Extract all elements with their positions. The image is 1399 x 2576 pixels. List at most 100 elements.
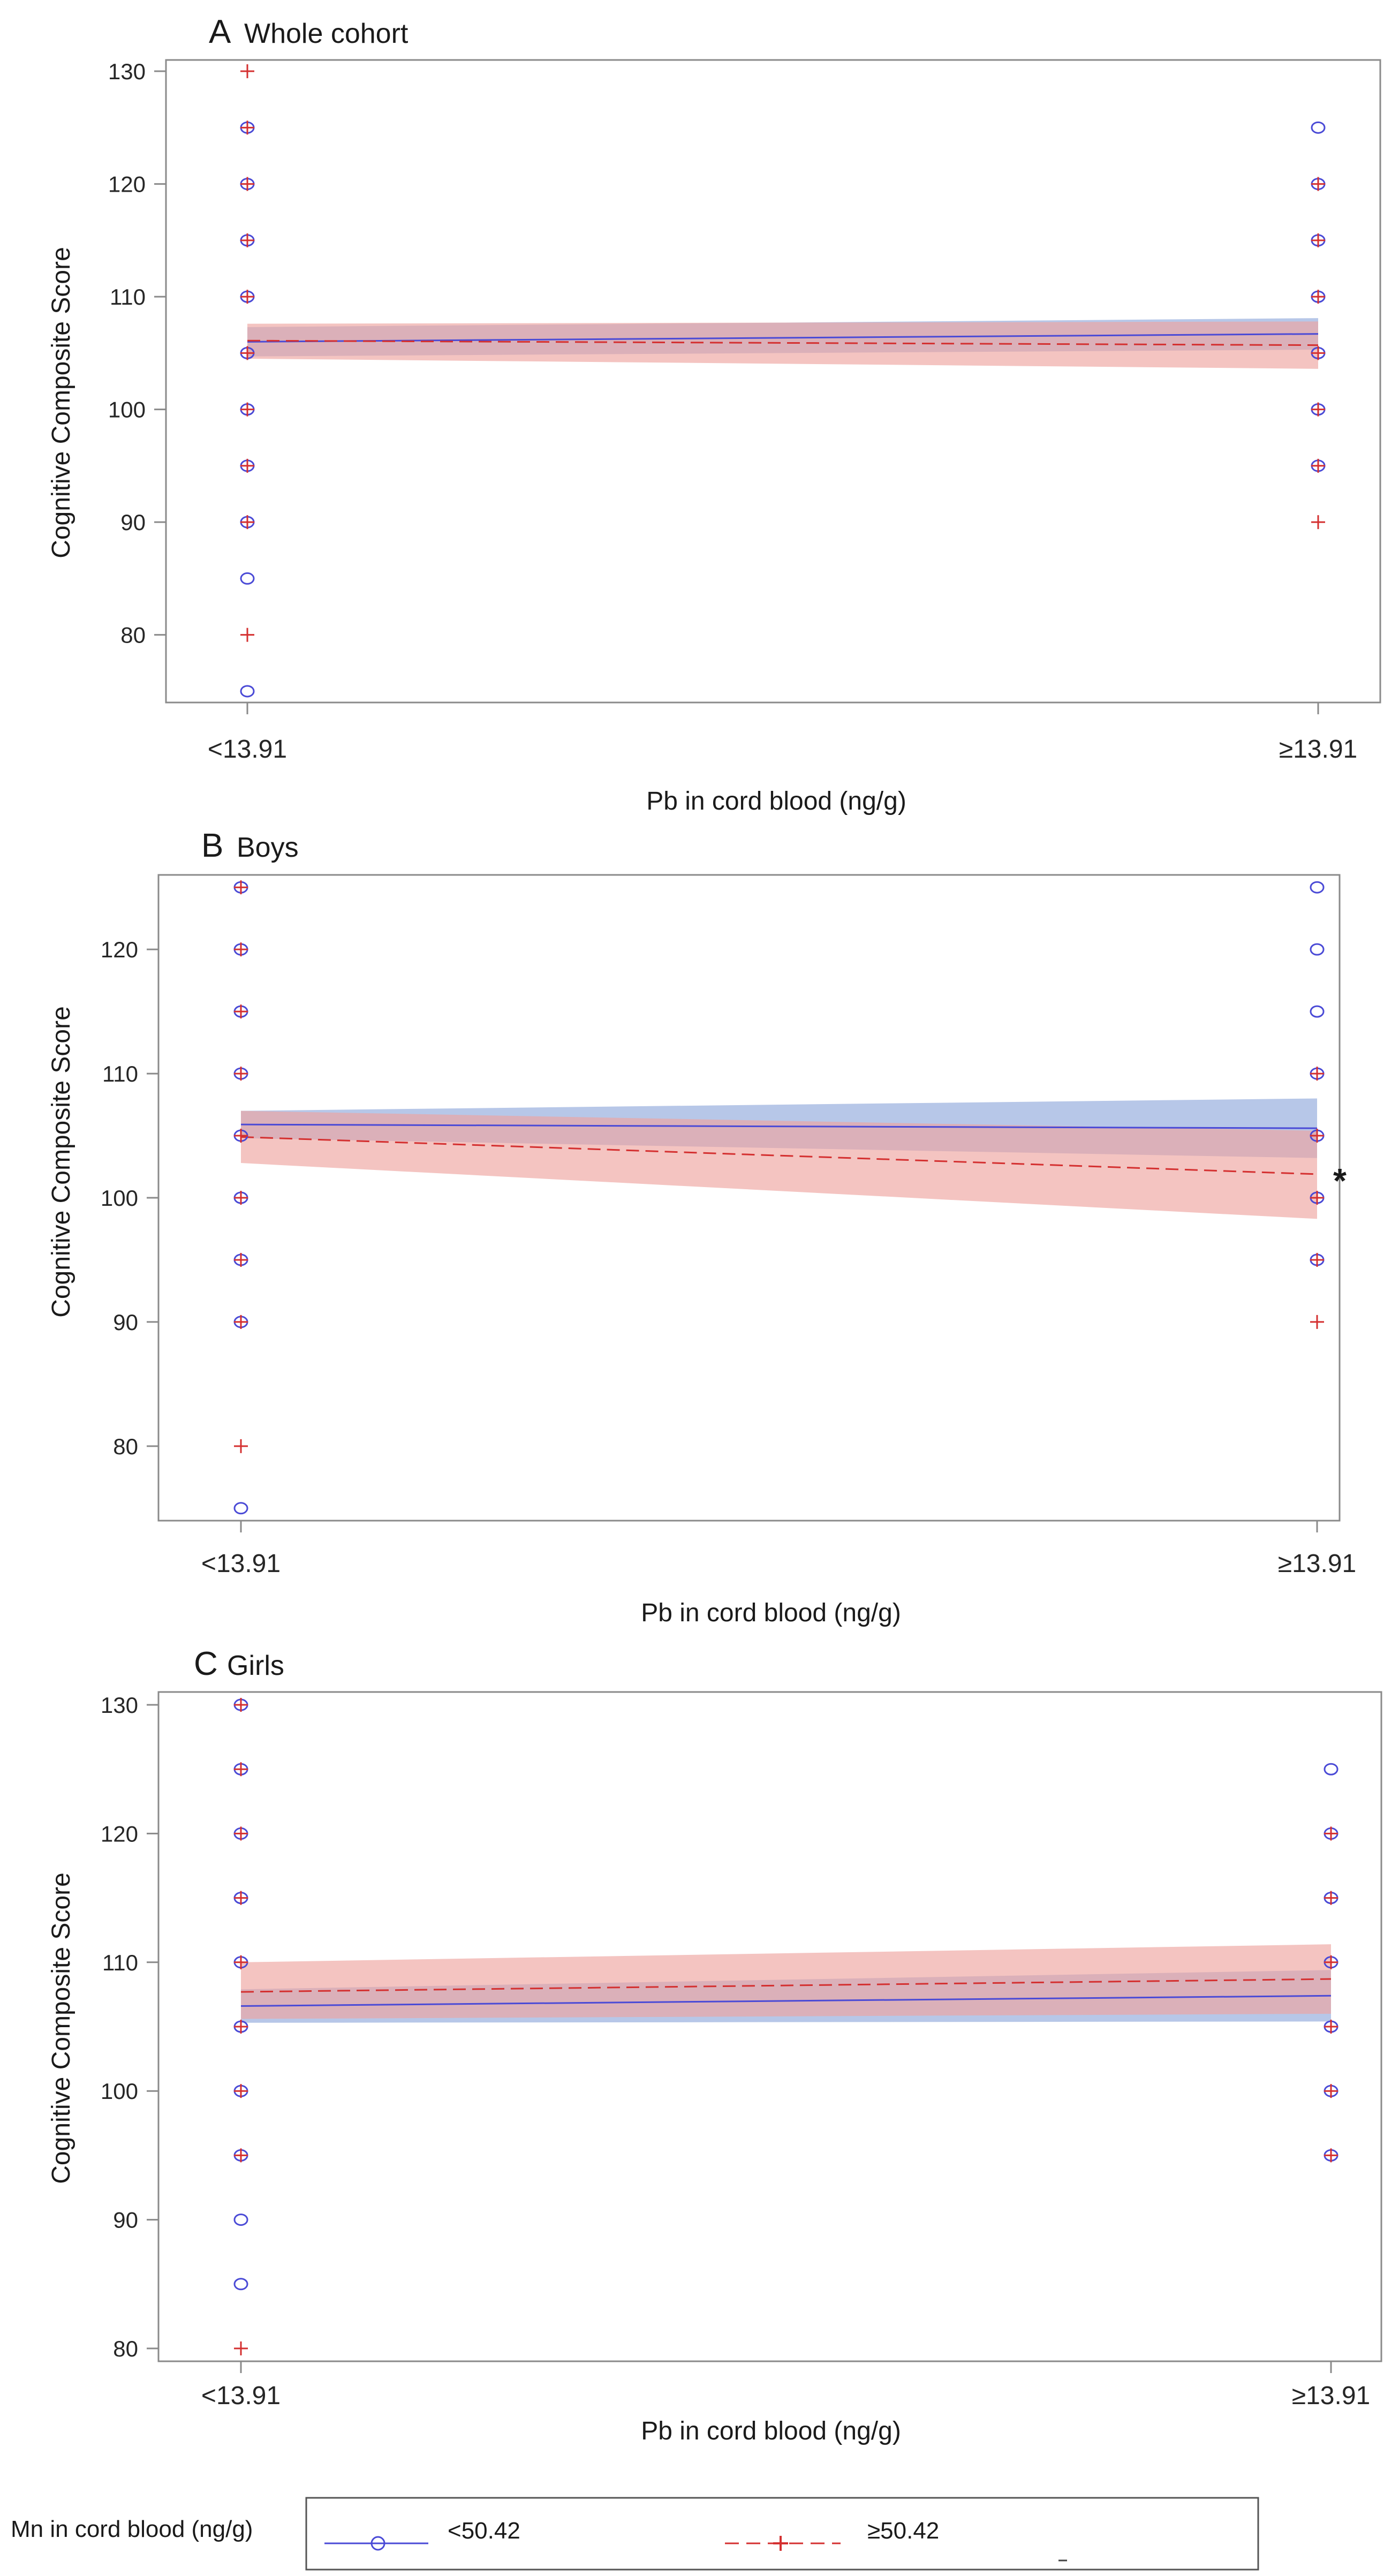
scatter-point-high-mn: [240, 628, 254, 642]
y-tick-label: 90: [120, 510, 146, 535]
x-tick-label: ≥13.91: [1278, 1550, 1356, 1578]
y-tick-label: 120: [101, 1821, 138, 1846]
scatter-point-low-mn: [233, 1502, 248, 1515]
scatter-point-high-mn: [234, 2020, 248, 2034]
y-tick-label: 120: [101, 937, 138, 962]
scatter-point-high-mn: [234, 1129, 248, 1143]
y-tick-label: 100: [108, 397, 146, 422]
scatter-point-high-mn: [240, 402, 254, 417]
legend-high-label: ≥50.42: [867, 2518, 939, 2544]
fit-line-high-mn: [247, 339, 1319, 346]
y-tick-label: 100: [101, 2079, 138, 2104]
scatter-point-low-mn: [1310, 1005, 1325, 1018]
x-tick-label: <13.91: [201, 1550, 281, 1578]
x-tick-label: <13.91: [208, 735, 287, 764]
scatter-point-low-mn: [1310, 881, 1325, 894]
x-tick-label: <13.91: [201, 2382, 281, 2410]
scatter-point-high-mn: [234, 1067, 248, 1081]
x-axis-label: Pb in cord blood (ng/g): [646, 787, 906, 815]
y-tick-label: 130: [101, 1693, 138, 1718]
legend-high-marker: [773, 2536, 788, 2551]
legend: Mn in cord blood (ng/g) <50.42 ≥50.42: [11, 2497, 1259, 2571]
scatter-point-high-mn: [240, 515, 254, 530]
fit-line-high-mn: [240, 1978, 1332, 1993]
scatter-point-high-mn: [234, 1891, 248, 1905]
panel-title: Boys: [237, 832, 299, 863]
ci-band-high-mn: [241, 1944, 1331, 2019]
scatter-point-high-mn: [234, 1439, 248, 1453]
y-tick-label: 80: [113, 2336, 138, 2361]
scatter-point-high-mn: [234, 2084, 248, 2098]
y-tick-label: 80: [113, 1434, 138, 1459]
scatter-point-high-mn: [240, 458, 254, 473]
scatter-point-high-mn: [240, 346, 254, 360]
scatter-point-high-mn: [1324, 2148, 1338, 2163]
panel-girls: C Girls 80 90 100 110 120 130 <13.91 ≥13.91 Cog…: [47, 1645, 1382, 2445]
y-tick-label: 120: [108, 172, 146, 197]
scatter-point-high-mn: [234, 942, 248, 957]
scatter-point-low-mn: [233, 2278, 248, 2291]
scatter-point-high-mn: [234, 1826, 248, 1841]
scatter-point-high-mn: [234, 1315, 248, 1329]
plot-area: 80 90 100 110 120 130 <13.91 ≥13.91: [108, 59, 1381, 764]
legend-title: Mn in cord blood (ng/g): [11, 2516, 253, 2542]
legend-low-marker: [370, 2536, 385, 2551]
scatter-point-high-mn: [1310, 1067, 1324, 1081]
x-tick-label: ≥13.91: [1292, 2382, 1370, 2410]
scatter-point-high-mn: [1310, 1252, 1324, 1267]
y-tick-label: 100: [101, 1185, 138, 1211]
x-axis-label: Pb in cord blood (ng/g): [641, 2417, 901, 2445]
ci-band-high-mn: [241, 1111, 1317, 1219]
scatter-point-high-mn: [240, 120, 254, 135]
scatter-point-high-mn: [234, 2148, 248, 2163]
scatter-point-high-mn: [240, 233, 254, 247]
scatter-point-high-mn: [1310, 1191, 1324, 1205]
scatter-point-high-mn: [240, 290, 254, 304]
scatter-point-low-mn: [1310, 943, 1325, 956]
scatter-point-high-mn: [234, 1252, 248, 1267]
y-tick-label: 90: [113, 2208, 138, 2233]
scatter-point-low-mn: [233, 2214, 248, 2226]
panel-letter: B: [201, 827, 223, 864]
fit-line-low-mn: [247, 333, 1319, 343]
scatter-point-low-mn: [1324, 1763, 1338, 1776]
y-tick-label: 110: [102, 1061, 138, 1086]
scatter-point-high-mn: [1311, 290, 1325, 304]
scatter-point-high-mn: [1324, 1955, 1338, 1969]
y-tick-label: 110: [110, 284, 146, 309]
x-axis-label: Pb in cord blood (ng/g): [641, 1599, 901, 1627]
scatter-point-high-mn: [234, 1762, 248, 1777]
plot-frame: [157, 1691, 1382, 2362]
scatter-point-high-mn: [234, 880, 248, 895]
y-tick-label: 130: [108, 59, 146, 84]
scatter-point-high-mn: [1311, 515, 1325, 530]
scatter-point-high-mn: [234, 1698, 248, 1712]
scatter-point-high-mn: [234, 1191, 248, 1205]
y-axis-label: Cognitive Composite Score: [47, 1006, 75, 1318]
legend-low-label: <50.42: [448, 2518, 520, 2544]
fit-line-low-mn: [240, 1995, 1332, 2007]
x-tick-label: ≥13.91: [1279, 735, 1357, 764]
panel-letter: C: [194, 1645, 218, 1682]
scatter-point-high-mn: [234, 1004, 248, 1019]
y-axis-label: Cognitive Composite Score: [47, 1872, 75, 2184]
scatter-point-high-mn: [1324, 2020, 1338, 2034]
panel-title: Girls: [227, 1650, 284, 1681]
scatter-point-high-mn: [1311, 177, 1325, 191]
fit-line-high-mn: [240, 1136, 1318, 1175]
scatter-point-high-mn: [1324, 1891, 1338, 1905]
plot-area: 80 90 100 110 120 130 <13.91 ≥13.91: [101, 1691, 1382, 2410]
scatter-point-low-mn: [240, 572, 255, 585]
panel-letter: A: [209, 13, 231, 50]
scatter-point-high-mn: [1324, 1826, 1338, 1841]
scatter-point-high-mn: [240, 64, 254, 79]
panel-title: Whole cohort: [244, 18, 409, 49]
scatter-point-high-mn: [1311, 402, 1325, 417]
scatter-point-high-mn: [1310, 1315, 1324, 1329]
legend-box: [305, 2497, 1259, 2571]
plot-frame: [165, 59, 1381, 704]
ci-band-high-mn: [247, 321, 1318, 369]
scatter-point-low-mn: [1311, 121, 1326, 134]
panel-boys: B Boys 80 90 100 110 120 <13.91 ≥13.91 * Cognit…: [47, 827, 1356, 1627]
